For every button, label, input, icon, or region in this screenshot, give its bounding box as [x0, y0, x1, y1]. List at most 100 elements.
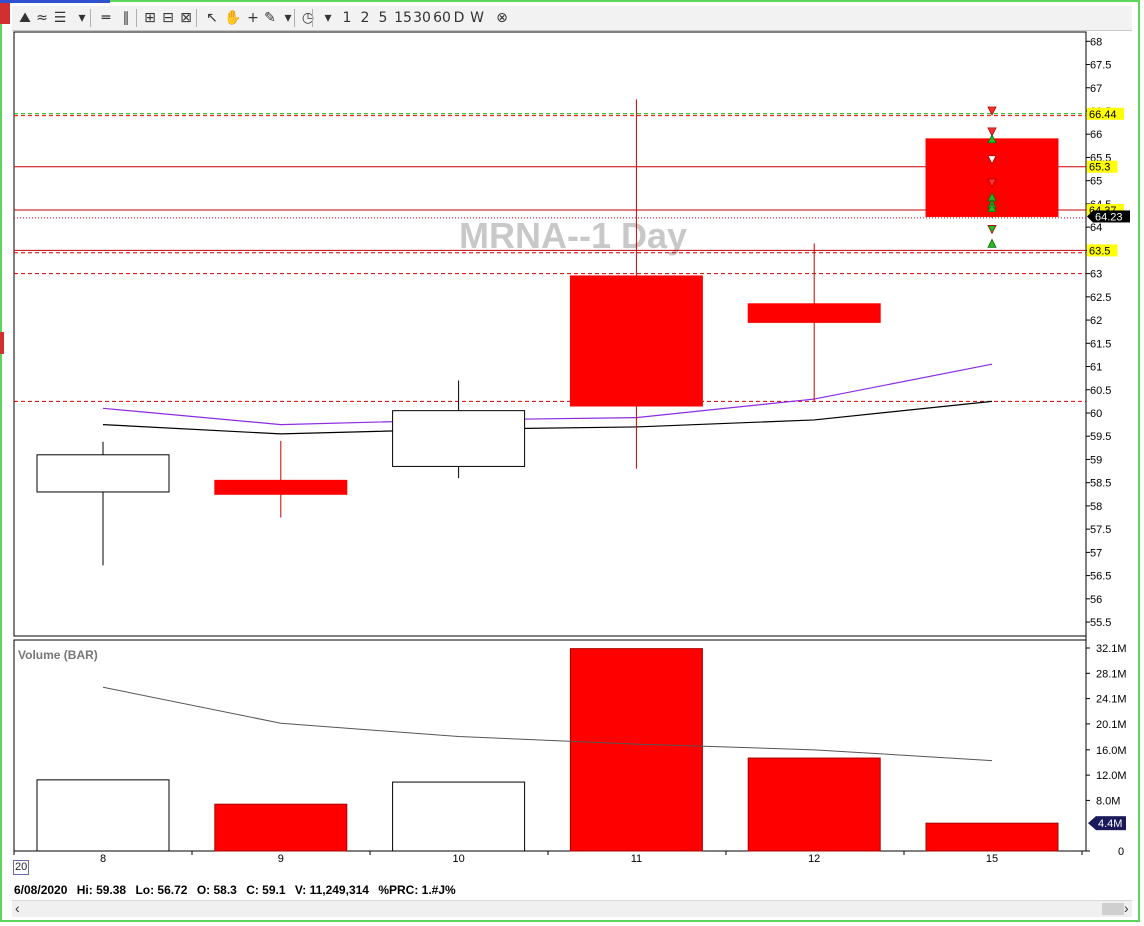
pencil-icon[interactable]: ✎	[264, 10, 276, 26]
volume-tick-label: 0	[1118, 846, 1124, 858]
zoom-out-icon[interactable]: ⊠	[180, 10, 192, 26]
candle-body	[36, 454, 170, 493]
volume-tick-label: 20.1M	[1096, 719, 1127, 731]
volume-tick-label: 8.0M	[1096, 795, 1120, 807]
chart-watermark: MRNA--1 Day	[459, 215, 687, 256]
x-tick-label: 9	[278, 853, 284, 865]
signal-arrow	[987, 155, 997, 165]
toolbar-separator	[294, 9, 295, 27]
scroll-right-icon[interactable]: ›	[1124, 900, 1129, 916]
scroll-left-icon[interactable]: ‹	[15, 900, 20, 916]
left-edge-strip	[0, 0, 10, 926]
status-high: Hi: 59.38	[76, 883, 127, 897]
price-badge-label: 64.23	[1095, 211, 1123, 223]
interval-w[interactable]: W	[470, 10, 484, 26]
price-tick-label: 55.5	[1090, 617, 1111, 629]
price-tick-label: 59.5	[1090, 431, 1111, 443]
pointer-icon[interactable]: ↖	[206, 10, 218, 26]
price-tick-label: 68	[1090, 36, 1102, 48]
hlines-icon[interactable]: ═	[101, 10, 111, 26]
x-tick-label: 10	[452, 853, 464, 865]
volume-bar	[392, 781, 526, 852]
price-badge-label: 63.5	[1089, 245, 1110, 257]
price-tick-label: 64	[1090, 222, 1102, 234]
moving-average-line	[102, 400, 993, 435]
interval-1[interactable]: 1	[342, 10, 352, 26]
price-tick-label: 58	[1090, 501, 1102, 513]
price-tick-label: 57.5	[1090, 524, 1111, 536]
x-tick-label: 11	[631, 853, 642, 865]
interval-60[interactable]: 60	[433, 10, 451, 26]
candle-body	[569, 275, 703, 407]
price-badge	[1087, 244, 1118, 257]
volume-tick-label: 16.0M	[1096, 745, 1127, 757]
volume-badge-label: 4.4M	[1098, 818, 1122, 830]
price-tick-label: 67	[1090, 83, 1102, 95]
price-tick-label: 61.5	[1090, 338, 1111, 350]
interval-d[interactable]: D	[453, 10, 465, 26]
close-chart-icon[interactable]: ⊗	[496, 10, 508, 26]
zoom-fit-icon[interactable]: ⊟	[162, 10, 174, 26]
clock-dropdown-icon[interactable]: ▾	[324, 10, 332, 26]
line-chart-icon[interactable]: ≈	[36, 10, 48, 26]
signal-arrow	[987, 178, 997, 188]
chart-type-icon[interactable]: ⛰	[19, 10, 31, 26]
volume-pane	[13, 639, 1087, 852]
horizontal-scrollbar[interactable]: ‹ ›	[12, 900, 1132, 917]
candle-body	[214, 479, 348, 495]
hand-icon[interactable]: ✋	[224, 10, 242, 26]
toolbar-separator	[90, 9, 91, 27]
price-badge	[1087, 107, 1124, 120]
volume-average-line	[102, 686, 993, 762]
interval-5[interactable]: 5	[378, 10, 388, 26]
toolbar-separator	[312, 9, 313, 27]
indicator-icon[interactable]: ☰	[53, 10, 67, 26]
volume-bar	[925, 822, 1059, 852]
price-tick-label: 65	[1090, 176, 1102, 188]
volume-tick-label: 28.1M	[1096, 668, 1127, 680]
price-pane	[13, 31, 1087, 637]
toolbar-separator	[196, 9, 197, 27]
clock-icon[interactable]: ◷	[301, 10, 315, 26]
price-tick-label: 58.5	[1090, 478, 1111, 490]
volume-bar	[569, 648, 703, 852]
price-tick-label: 66	[1090, 129, 1102, 141]
scroll-thumb[interactable]	[1102, 903, 1124, 915]
interval-30[interactable]: 30	[413, 10, 431, 26]
interval-2[interactable]: 2	[360, 10, 370, 26]
price-tick-label: 56	[1090, 594, 1102, 606]
dropdown-icon[interactable]: ▾	[78, 10, 86, 26]
volume-bar	[214, 803, 348, 852]
volume-badge-pointer	[1088, 816, 1096, 831]
candle-body	[747, 303, 881, 323]
x-tick-label: 12	[808, 853, 820, 865]
interval-15[interactable]: 15	[394, 10, 412, 26]
price-tick-label: 63	[1090, 269, 1102, 281]
zoom-in-icon[interactable]: ⊞	[144, 10, 156, 26]
footer-box[interactable]: 20	[13, 860, 30, 875]
signal-arrow	[987, 202, 997, 213]
status-date: 6/08/2020	[14, 883, 68, 897]
price-tick-label: 56.5	[1090, 571, 1111, 583]
status-volume: V: 11,249,314	[294, 883, 369, 897]
status-close: C: 59.1	[246, 883, 286, 897]
crosshair-icon[interactable]: +	[247, 10, 259, 26]
price-tick-label: 62.5	[1090, 292, 1111, 304]
price-tick-label: 60	[1090, 408, 1102, 420]
price-tick-label: 61	[1090, 362, 1102, 374]
signal-arrow	[987, 133, 997, 144]
volume-pane-label: Volume (BAR)	[18, 648, 98, 662]
price-badge-label: 66.44	[1089, 109, 1117, 121]
price-tick-label: 57	[1090, 547, 1102, 559]
price-badge-label: 65.3	[1089, 162, 1110, 174]
price-badge-pointer	[1087, 210, 1093, 223]
vlines-icon[interactable]: ∥	[122, 10, 130, 26]
status-bar: 6/08/2020 Hi: 59.38 Lo: 56.72 O: 58.3 C:…	[14, 883, 462, 897]
moving-average-line	[102, 363, 993, 426]
price-tick-label: 60.5	[1090, 385, 1111, 397]
pencil-dropdown-icon[interactable]: ▾	[284, 10, 292, 26]
volume-tick-label: 24.1M	[1096, 694, 1127, 706]
chart-toolbar: ⛰ ≈ ☰ ▾ ═ ∥ ⊞ ⊟ ⊠ ↖ ✋ + ✎ ▾ ◷ ▾ 1 2 5 15 30 60 D W ⊗	[12, 6, 1132, 31]
top-accent-bar	[0, 0, 110, 3]
